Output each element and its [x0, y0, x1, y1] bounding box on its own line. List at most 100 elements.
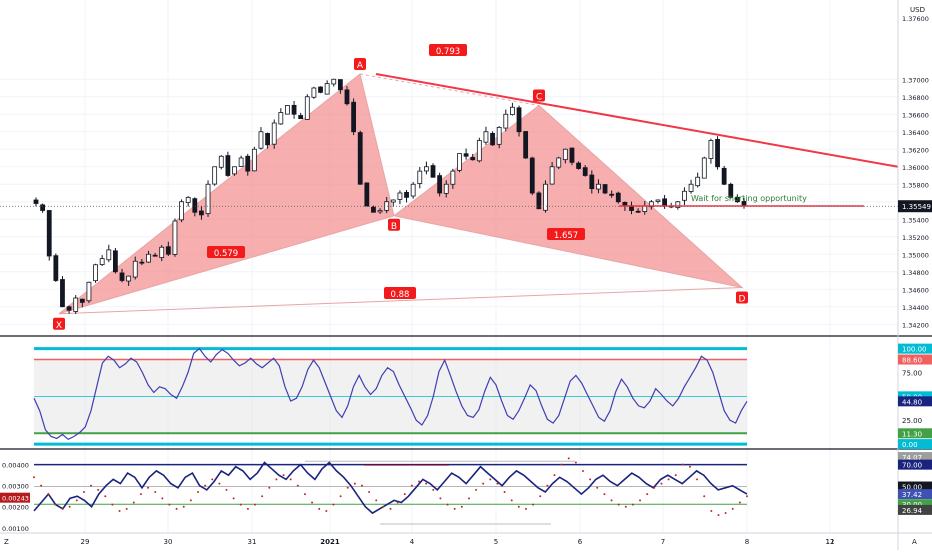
- candle[interactable]: [476, 137, 482, 163]
- candle[interactable]: [576, 161, 581, 170]
- candle[interactable]: [53, 253, 59, 282]
- candle[interactable]: [304, 94, 310, 120]
- candle[interactable]: [635, 208, 641, 213]
- candle[interactable]: [357, 130, 363, 185]
- candle[interactable]: [66, 305, 72, 314]
- candle[interactable]: [404, 189, 409, 203]
- candle[interactable]: [311, 86, 317, 99]
- candle[interactable]: [113, 247, 118, 274]
- candle[interactable]: [225, 151, 231, 177]
- oscillator-pane-1[interactable]: [33, 347, 748, 446]
- candle[interactable]: [139, 259, 145, 266]
- candle[interactable]: [318, 86, 323, 94]
- candle[interactable]: [562, 148, 568, 164]
- ratio-label[interactable]: 0.88: [384, 287, 416, 300]
- candle[interactable]: [344, 86, 350, 106]
- candle[interactable]: [457, 153, 462, 173]
- candle[interactable]: [185, 196, 191, 207]
- candle[interactable]: [324, 80, 330, 95]
- candle[interactable]: [470, 153, 476, 161]
- candle[interactable]: [119, 268, 125, 283]
- candle[interactable]: [146, 250, 151, 263]
- candle[interactable]: [298, 112, 304, 120]
- ratio-label[interactable]: 0.579: [207, 246, 245, 259]
- candle[interactable]: [126, 275, 132, 286]
- oscillator-pane-2[interactable]: [33, 457, 748, 525]
- candle[interactable]: [708, 138, 714, 164]
- candle[interactable]: [695, 172, 701, 188]
- candle[interactable]: [443, 180, 449, 198]
- candle[interactable]: [609, 190, 615, 198]
- candle[interactable]: [682, 187, 687, 206]
- candle[interactable]: [510, 102, 515, 116]
- candle[interactable]: [278, 108, 284, 125]
- ratio-label[interactable]: 1.657: [547, 228, 585, 241]
- candle[interactable]: [615, 191, 621, 204]
- candle[interactable]: [86, 281, 92, 304]
- candle[interactable]: [99, 255, 105, 267]
- candle[interactable]: [536, 191, 542, 210]
- candle[interactable]: [251, 146, 257, 172]
- candle[interactable]: [106, 244, 112, 263]
- candle[interactable]: [450, 168, 456, 189]
- pattern-point-c[interactable]: C: [533, 89, 545, 103]
- price-pane[interactable]: X A B C D 0.579 0.793 1.657 0.88 Wait for shortin…: [0, 44, 899, 331]
- candle[interactable]: [60, 276, 65, 308]
- candle[interactable]: [463, 148, 469, 160]
- candle[interactable]: [79, 298, 85, 308]
- candle[interactable]: [589, 170, 595, 194]
- candle[interactable]: [93, 263, 98, 283]
- candle[interactable]: [73, 295, 79, 315]
- candle[interactable]: [390, 199, 396, 207]
- candle[interactable]: [417, 166, 423, 189]
- candle[interactable]: [40, 203, 46, 213]
- pattern-point-b[interactable]: B: [388, 218, 400, 232]
- candle[interactable]: [437, 172, 443, 197]
- pattern-point-x[interactable]: X: [53, 317, 65, 331]
- candle[interactable]: [199, 205, 204, 220]
- candle[interactable]: [655, 199, 661, 204]
- candle[interactable]: [721, 165, 727, 186]
- candle[interactable]: [179, 199, 184, 223]
- candle[interactable]: [410, 182, 416, 199]
- candle[interactable]: [238, 155, 244, 167]
- ratio-label[interactable]: 0.793: [429, 44, 467, 57]
- candle[interactable]: [516, 105, 522, 137]
- candle[interactable]: [602, 184, 608, 195]
- candle[interactable]: [377, 208, 383, 214]
- candle[interactable]: [582, 165, 588, 177]
- candle[interactable]: [728, 182, 734, 199]
- candle[interactable]: [132, 256, 138, 280]
- candle[interactable]: [490, 131, 495, 146]
- candle[interactable]: [218, 155, 224, 170]
- candle[interactable]: [688, 179, 694, 194]
- candle[interactable]: [701, 156, 707, 179]
- candle[interactable]: [496, 126, 502, 149]
- candle[interactable]: [192, 197, 198, 217]
- candle[interactable]: [556, 156, 562, 170]
- candle[interactable]: [232, 166, 237, 176]
- pattern-point-d[interactable]: D: [736, 291, 748, 305]
- candle[interactable]: [291, 101, 297, 119]
- candle[interactable]: [364, 182, 370, 207]
- candle[interactable]: [33, 197, 39, 207]
- candle[interactable]: [371, 205, 376, 213]
- candle[interactable]: [205, 180, 211, 217]
- candle[interactable]: [430, 163, 436, 178]
- candle[interactable]: [285, 105, 290, 115]
- candle[interactable]: [397, 190, 403, 205]
- candle[interactable]: [331, 78, 337, 87]
- candle[interactable]: [172, 218, 178, 257]
- candle[interactable]: [351, 98, 357, 136]
- candle[interactable]: [483, 126, 489, 145]
- candle[interactable]: [529, 156, 535, 196]
- candle[interactable]: [523, 131, 529, 159]
- candle[interactable]: [212, 166, 218, 186]
- candle[interactable]: [271, 119, 277, 149]
- candle[interactable]: [596, 179, 601, 194]
- candle[interactable]: [245, 153, 251, 176]
- candle[interactable]: [549, 162, 555, 185]
- candle[interactable]: [337, 79, 343, 94]
- resistance-trendline[interactable]: [375, 73, 899, 168]
